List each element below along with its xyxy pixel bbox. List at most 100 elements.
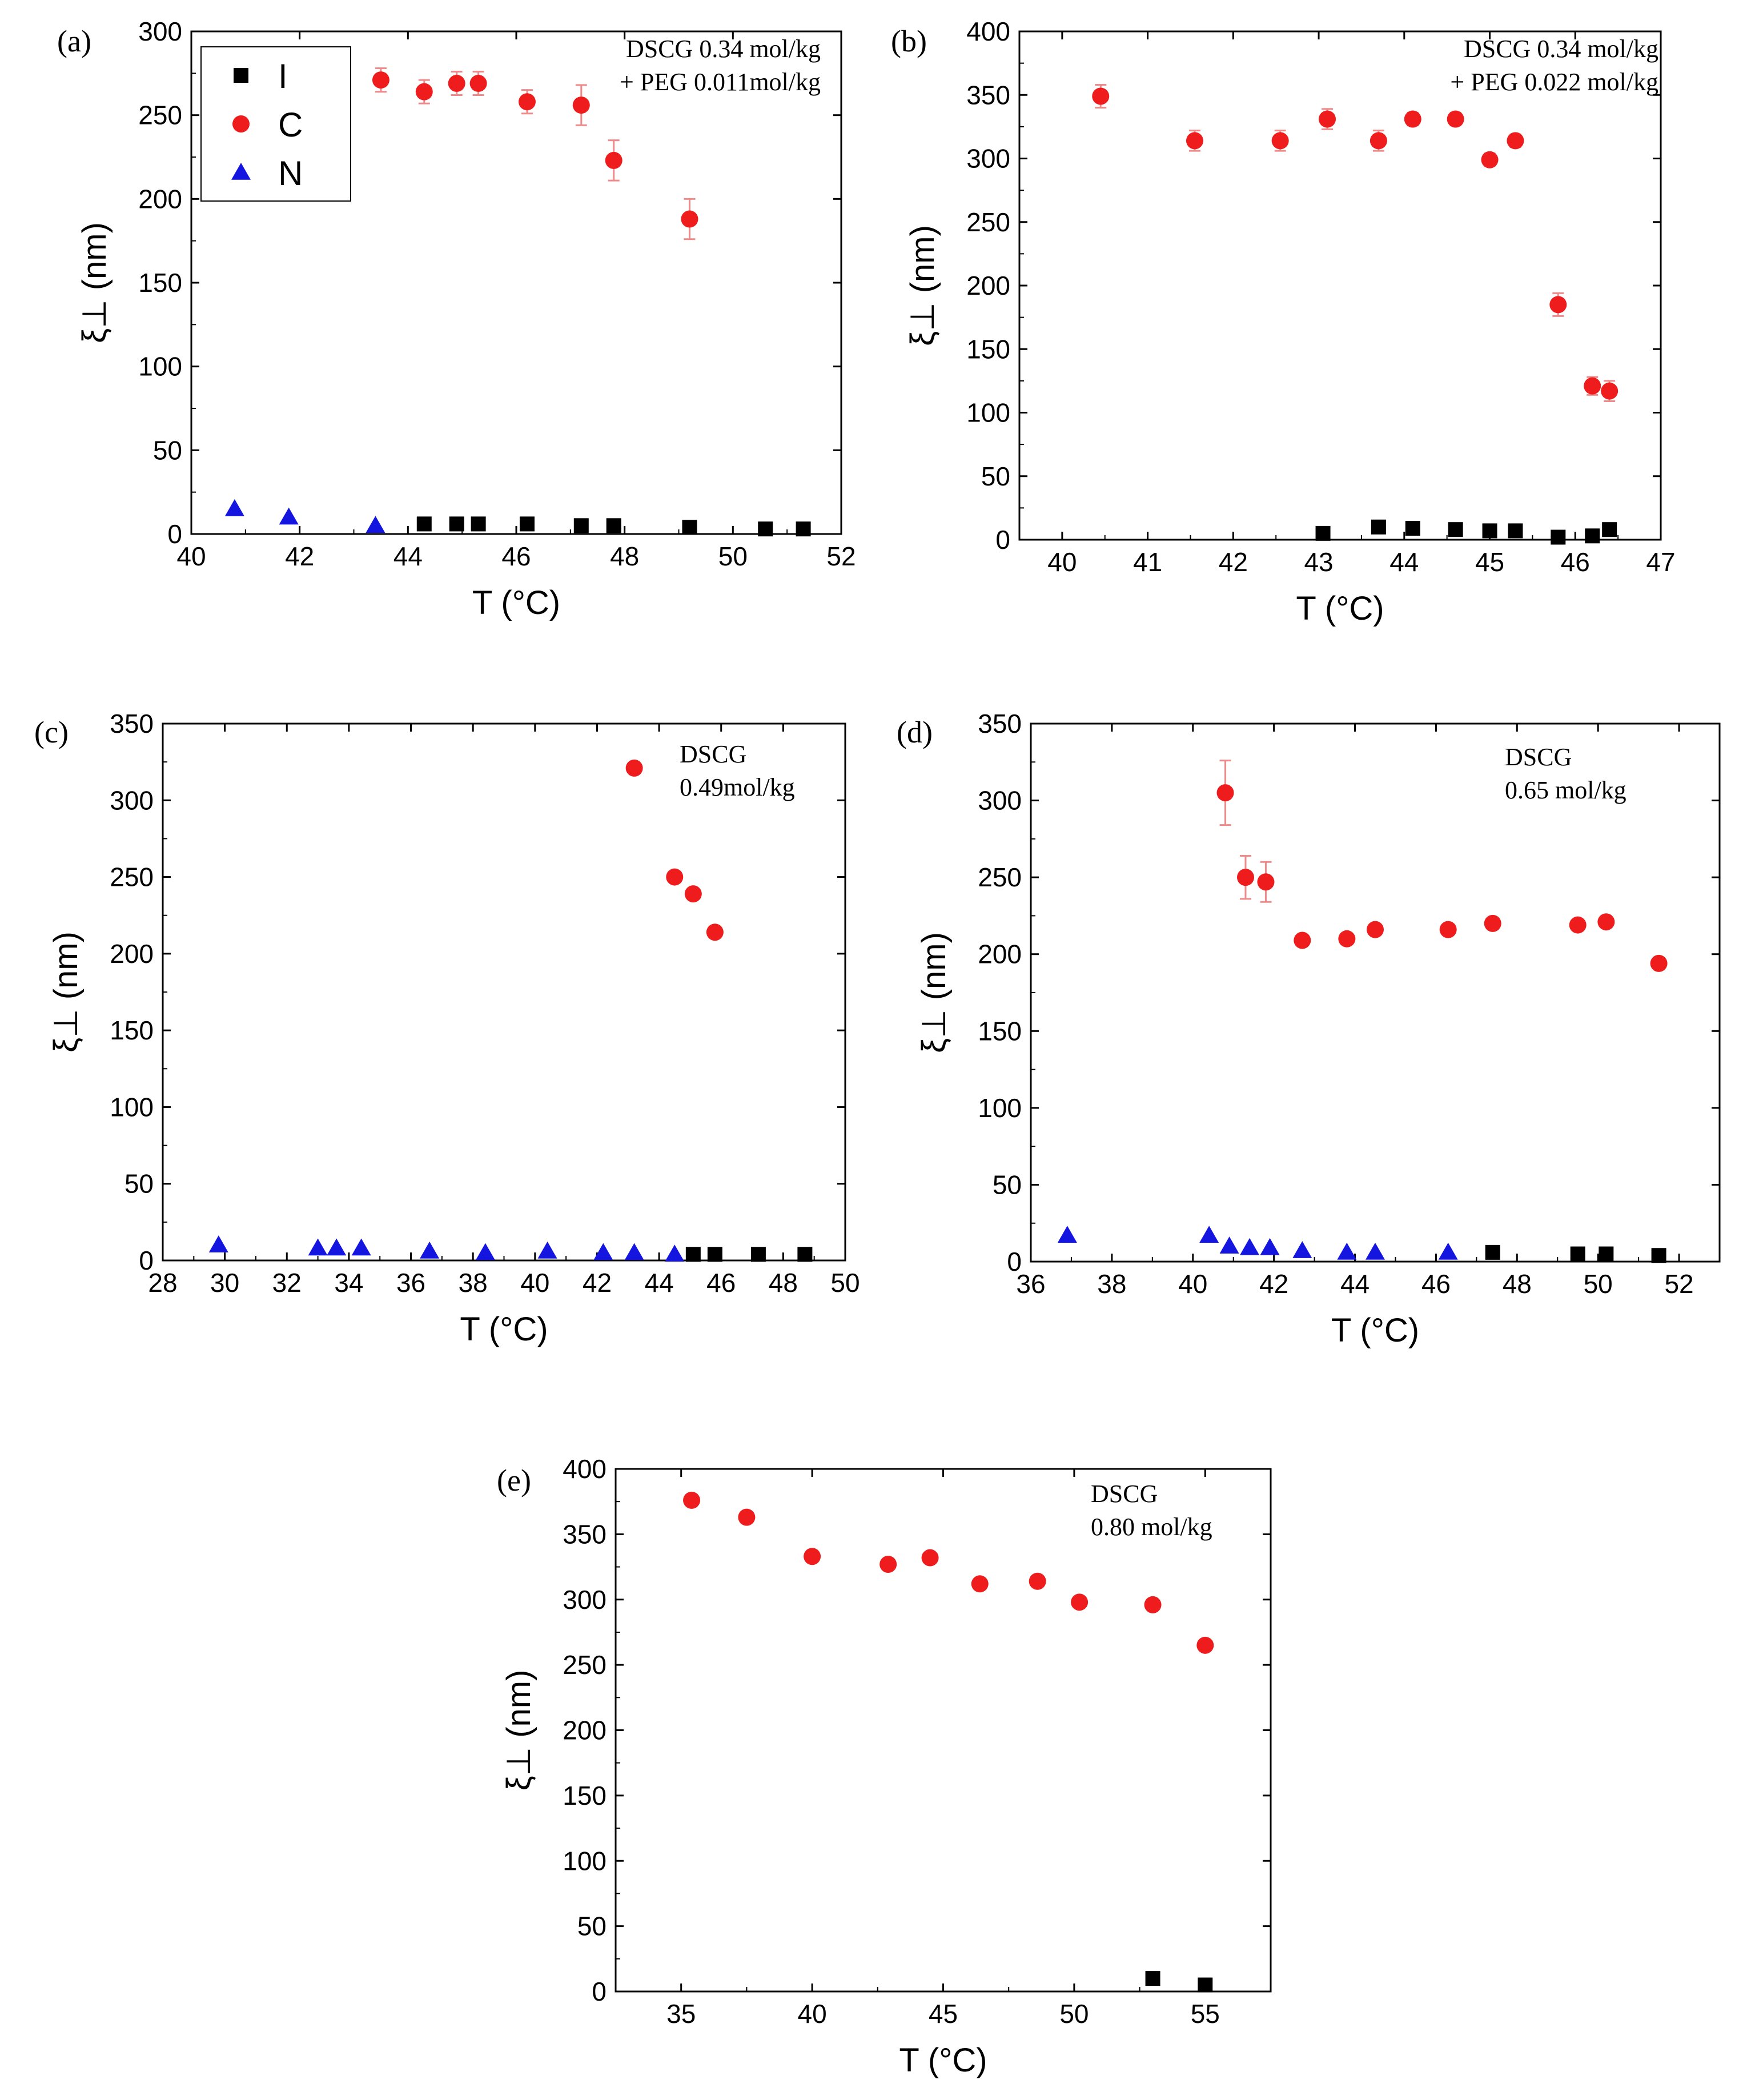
data-point-I <box>1198 1977 1213 1993</box>
series-C <box>372 67 698 240</box>
plot-frame <box>1030 722 1721 1263</box>
data-point-C <box>1404 110 1421 128</box>
y-tick-label: 150 <box>978 1016 1022 1046</box>
legend-marker-I <box>234 68 248 83</box>
x-tick-label: 35 <box>666 1999 696 2029</box>
composition-annotation: DSCG <box>1505 743 1572 771</box>
y-tick-label: 300 <box>110 785 154 815</box>
panel-label: (c) <box>34 715 69 749</box>
panel-c: 28 30 32 34 36 38 40 42 44 46 48 50 0 50 100 150 200 250 3… <box>34 709 860 1348</box>
x-tick-label: 44 <box>645 1268 674 1298</box>
x-tick-label: 50 <box>1584 1269 1613 1299</box>
data-point-N <box>279 507 299 525</box>
y-axis-label: ξ⊥ (nm) <box>904 225 941 346</box>
data-point-C <box>1294 931 1311 949</box>
data-point-C <box>605 151 623 169</box>
x-tick-label: 42 <box>583 1268 612 1298</box>
x-tick-label: 46 <box>1421 1269 1451 1299</box>
data-point-I <box>1315 525 1331 541</box>
data-point-C <box>666 868 684 886</box>
data-point-N <box>208 1235 228 1252</box>
composition-annotation: DSCG <box>1091 1480 1158 1508</box>
data-point-C <box>1601 382 1619 400</box>
data-point-C <box>448 74 465 92</box>
y-tick-label: 0 <box>139 1246 154 1275</box>
y-tick-label: 350 <box>966 80 1010 110</box>
composition-annotation: 0.80 mol/kg <box>1091 1513 1212 1541</box>
data-point-C <box>415 83 433 101</box>
composition-annotation: 0.49mol/kg <box>680 773 795 801</box>
y-tick-label: 200 <box>138 184 182 214</box>
x-tick-label: 41 <box>1133 547 1162 577</box>
data-point-C <box>921 1549 939 1567</box>
data-point-I <box>416 516 432 532</box>
data-point-C <box>1439 921 1457 938</box>
y-tick-label: 150 <box>110 1015 154 1045</box>
data-point-I <box>449 516 464 532</box>
data-point-C <box>1271 132 1289 150</box>
panel-label: (e) <box>497 1463 531 1497</box>
x-axis-label: T (°C) <box>1331 1312 1419 1349</box>
data-point-I <box>796 521 811 537</box>
y-tick-label: 150 <box>966 334 1010 364</box>
data-point-I <box>685 1247 701 1262</box>
y-tick-label: 200 <box>563 1716 607 1745</box>
legend-marker-N <box>231 163 251 180</box>
x-tick-label: 46 <box>1561 547 1590 577</box>
data-point-C <box>1507 132 1524 150</box>
y-tick-label: 300 <box>138 17 182 46</box>
y-tick-label: 150 <box>563 1781 607 1810</box>
data-point-I <box>1585 528 1600 544</box>
x-tick-label: 34 <box>334 1268 363 1298</box>
legend-label: N <box>278 154 303 192</box>
x-tick-label: 45 <box>929 1999 958 2029</box>
data-point-N <box>593 1243 613 1260</box>
plot-frame <box>1018 30 1662 541</box>
y-tick-label: 250 <box>966 207 1010 237</box>
composition-annotation: DSCG <box>680 740 746 768</box>
series-I <box>416 516 811 537</box>
data-point-C <box>1236 869 1254 886</box>
series-I <box>1145 1971 1213 1993</box>
x-tick-label: 48 <box>1503 1269 1532 1299</box>
data-point-N <box>1292 1241 1312 1258</box>
data-point-N <box>1219 1236 1239 1254</box>
y-tick-label: 0 <box>1007 1247 1022 1276</box>
data-point-C <box>518 93 536 111</box>
x-tick-label: 36 <box>396 1268 425 1298</box>
data-point-C <box>625 759 643 777</box>
x-tick-label: 48 <box>769 1268 798 1298</box>
y-tick-label: 100 <box>966 398 1010 428</box>
data-point-C <box>1367 921 1384 938</box>
x-tick-label: 50 <box>718 541 748 571</box>
y-tick-label: 400 <box>563 1454 607 1484</box>
data-point-I <box>1145 1971 1160 1986</box>
series-I <box>1485 1244 1666 1263</box>
legend-box <box>200 46 351 202</box>
x-tick-label: 44 <box>1340 1269 1370 1299</box>
y-axis-label: ξ⊥ (nm) <box>76 222 113 343</box>
y-axis-label: ξ⊥ (nm) <box>500 1670 537 1791</box>
data-point-I <box>1405 520 1420 536</box>
x-tick-label: 40 <box>798 1999 827 2029</box>
y-tick-label: 300 <box>978 786 1022 816</box>
data-point-C <box>1597 913 1615 931</box>
x-tick-label: 52 <box>1664 1269 1693 1299</box>
data-point-I <box>758 521 773 537</box>
y-tick-label: 350 <box>978 709 1022 738</box>
data-point-C <box>1092 87 1110 105</box>
data-point-N <box>224 499 244 516</box>
x-tick-label: 40 <box>1178 1269 1207 1299</box>
data-point-I <box>1570 1246 1585 1262</box>
y-tick-label: 250 <box>110 862 154 892</box>
series-C <box>683 1491 1214 1654</box>
x-tick-label: 47 <box>1646 547 1675 577</box>
x-tick-label: 40 <box>176 541 206 571</box>
y-tick-label: 300 <box>563 1585 607 1615</box>
data-point-C <box>469 74 487 92</box>
data-point-N <box>327 1238 347 1256</box>
data-point-I <box>1551 529 1566 545</box>
data-point-N <box>624 1243 644 1260</box>
x-tick-label: 40 <box>520 1268 549 1298</box>
